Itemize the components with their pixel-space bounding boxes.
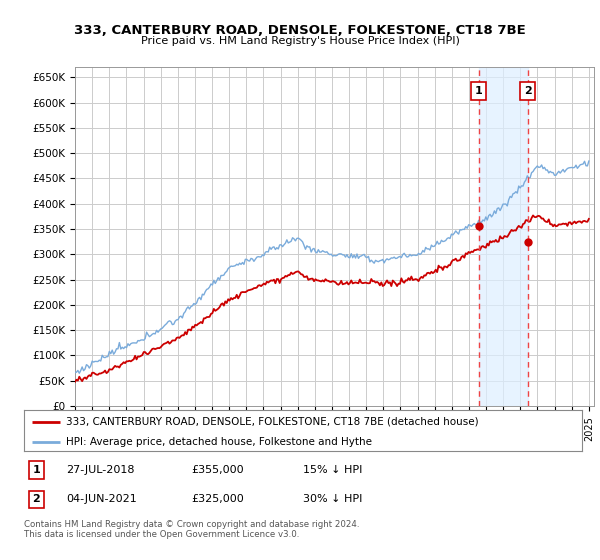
Text: 1: 1 bbox=[32, 465, 40, 475]
Text: 15% ↓ HPI: 15% ↓ HPI bbox=[303, 465, 362, 475]
Text: 27-JUL-2018: 27-JUL-2018 bbox=[66, 465, 134, 475]
Text: 333, CANTERBURY ROAD, DENSOLE, FOLKESTONE, CT18 7BE (detached house): 333, CANTERBURY ROAD, DENSOLE, FOLKESTON… bbox=[66, 417, 478, 427]
Bar bbox=[479, 67, 527, 406]
Text: Contains HM Land Registry data © Crown copyright and database right 2024.
This d: Contains HM Land Registry data © Crown c… bbox=[24, 520, 359, 539]
Text: 333, CANTERBURY ROAD, DENSOLE, FOLKESTONE, CT18 7BE: 333, CANTERBURY ROAD, DENSOLE, FOLKESTON… bbox=[74, 24, 526, 36]
Text: HPI: Average price, detached house, Folkestone and Hythe: HPI: Average price, detached house, Folk… bbox=[66, 437, 372, 447]
Text: £355,000: £355,000 bbox=[191, 465, 244, 475]
Text: 2: 2 bbox=[524, 86, 532, 96]
Text: Price paid vs. HM Land Registry's House Price Index (HPI): Price paid vs. HM Land Registry's House … bbox=[140, 36, 460, 46]
Text: 2: 2 bbox=[32, 494, 40, 505]
Text: 04-JUN-2021: 04-JUN-2021 bbox=[66, 494, 137, 505]
Text: 30% ↓ HPI: 30% ↓ HPI bbox=[303, 494, 362, 505]
Text: 1: 1 bbox=[475, 86, 482, 96]
Text: £325,000: £325,000 bbox=[191, 494, 244, 505]
